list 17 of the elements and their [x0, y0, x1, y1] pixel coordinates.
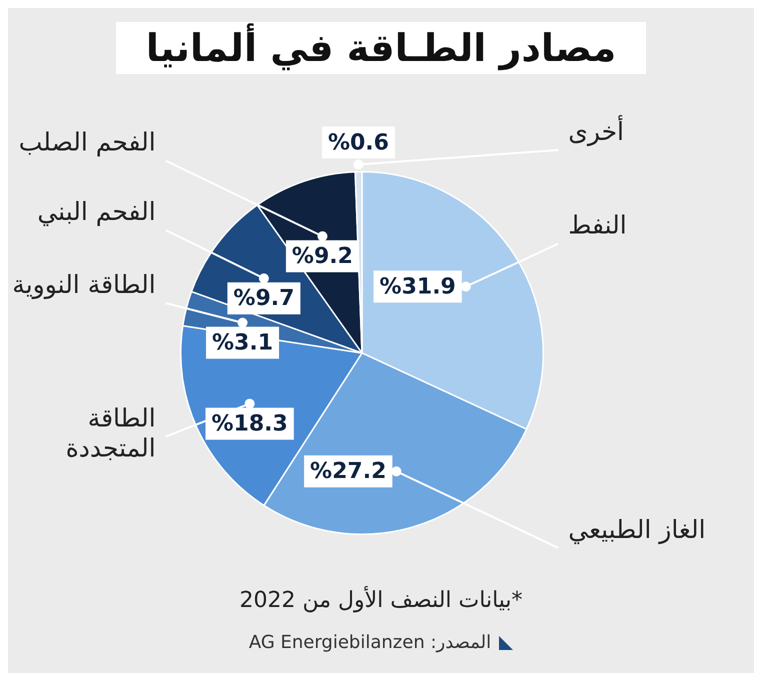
- data-label: %9.7: [233, 286, 294, 312]
- slice-label: الفحم البني: [37, 197, 156, 228]
- slice-label: أخرى: [568, 115, 624, 148]
- data-label: %9.2: [292, 244, 353, 269]
- slice-label: الفحم الصلب: [18, 128, 156, 157]
- data-label: %3.1: [212, 330, 274, 356]
- slice-label: الطاقة المتجددة: [66, 404, 156, 463]
- chart-title: مصادر الطـاقة في ألمانيا: [116, 22, 646, 74]
- data-label: %0.6: [328, 130, 389, 156]
- slice-label: النفط: [568, 210, 627, 240]
- data-label: %27.2: [310, 459, 386, 484]
- slice-label: الغاز الطبيعي: [568, 514, 706, 545]
- data-label: %31.9: [380, 274, 456, 300]
- data-label: %18.3: [212, 411, 288, 436]
- slice-label: الطاقة النووية: [12, 270, 156, 300]
- text: المصدر: AG Energiebilanzen: [248, 632, 492, 653]
- text: *بيانات النصف الأول من 2022: [238, 588, 524, 613]
